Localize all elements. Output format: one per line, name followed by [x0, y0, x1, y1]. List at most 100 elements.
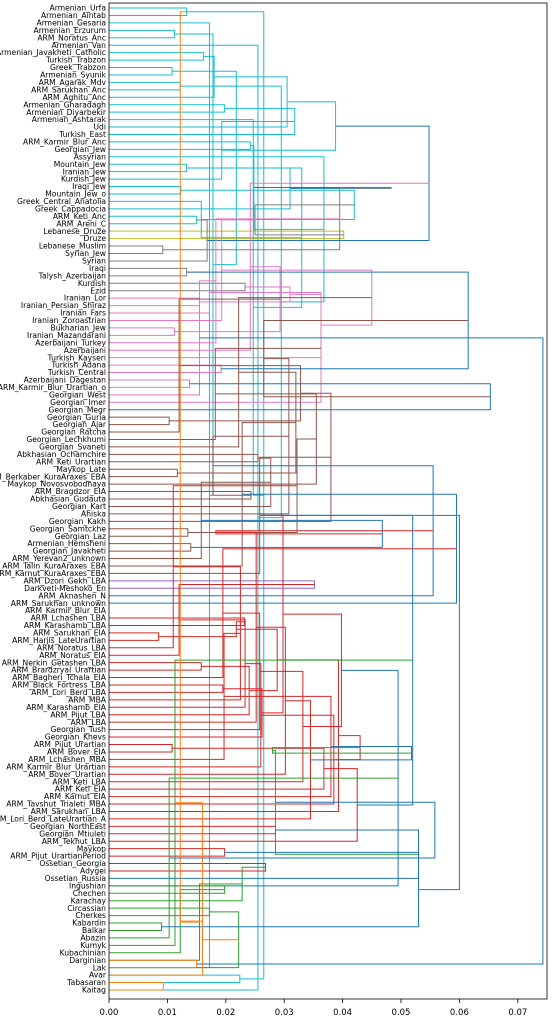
- leaf-label: ARM_Karashamb_EIA: [26, 703, 107, 712]
- dendrogram-link: [180, 920, 239, 941]
- leaf-label: Ossetian_Russia: [45, 874, 106, 883]
- leaf-label: Karachay: [71, 896, 107, 905]
- leaf-label: Ezid: [90, 286, 106, 295]
- leaf-labels: Armenian_UrfaArmenian_AintabArmenian_Ges…: [0, 4, 107, 995]
- dendrogram-link: [158, 621, 245, 638]
- leaf-label: Georgian_Guria: [47, 413, 106, 422]
- dendrogram-link: [169, 801, 436, 859]
- leaf-label: ARM_Bover_EIA: [47, 748, 107, 757]
- leaf-label: Ahiska: [81, 509, 106, 518]
- dendrogram-link: [109, 684, 224, 693]
- leaf-label: Cherkes: [75, 911, 106, 920]
- leaf-label: Lak: [93, 963, 107, 972]
- leaf-label: ARM_Karnut_KuraAraxes_EBA: [0, 569, 107, 578]
- leaf-label: ARM_Noratus_Anc: [37, 33, 106, 42]
- dendrogram-link: [109, 632, 160, 641]
- leaf-label: Georgian_Megr: [48, 405, 106, 414]
- leaf-label: ARM_Pijut_Urartian: [34, 740, 106, 749]
- leaf-label: Kaitag: [82, 986, 106, 995]
- leaf-label: Balkar: [82, 926, 107, 935]
- leaf-label: ARM_Sarukhan_Anc: [31, 85, 106, 94]
- leaf-label: Georgian_Javakheti: [33, 547, 106, 556]
- dendrogram-link: [109, 889, 225, 954]
- dendrogram-link: [109, 7, 188, 16]
- leaf-label: Turkish_East: [58, 130, 106, 139]
- leaf-label: ARM_Karashamb_LBA: [24, 621, 107, 630]
- leaf-label: ARM_LBA: [71, 718, 107, 727]
- dendrogram-link: [109, 282, 246, 292]
- dendrogram-link: [109, 119, 264, 496]
- leaf-label: Iranian_Lor: [64, 294, 107, 303]
- leaf-label: ARM_Aknashen_N: [38, 591, 106, 600]
- leaf-label: Ossetian_Georgia: [39, 859, 106, 868]
- leaf-label: Mountain_Jew: [54, 160, 106, 169]
- leaf-label: ARM_Black_Fortress_LBA: [12, 681, 107, 690]
- leaf-label: Ingushian: [69, 881, 106, 890]
- leaf-label: Darkveti-Meshoko_En: [24, 584, 106, 593]
- leaf-label: Azerbaijani_Turkey: [35, 338, 106, 347]
- leaf-label: Armenian_Gharadagh: [23, 100, 106, 109]
- leaf-label: ARM_Bragdzor_EIA: [35, 487, 107, 496]
- dendrogram-link: [109, 52, 205, 61]
- leaf-label: Kubachinian: [60, 948, 107, 957]
- dendrogram-link: [109, 186, 182, 195]
- dendrogram-link: [109, 922, 163, 931]
- leaf-label: Armenian_Erzurum: [34, 26, 107, 35]
- dendrogram-link: [109, 747, 325, 790]
- leaf-label: Maykop: [77, 844, 106, 853]
- leaf-label: Assyrian: [74, 152, 106, 161]
- leaf-label: Georgian_Samtckhe: [30, 524, 107, 533]
- leaf-label: Lebanese_Druze: [43, 227, 106, 236]
- leaf-label: Turkish_Adana: [51, 361, 107, 370]
- leaf-label: Armenian_Aintab: [41, 11, 106, 20]
- leaf-label: Kumyk: [80, 941, 106, 950]
- leaf-label: ARM_Lchashen_MBA: [28, 755, 107, 764]
- dendrogram-link: [109, 29, 175, 39]
- leaf-label: ARM_Noratus_EIA: [39, 651, 107, 660]
- dendrogram-link: [109, 531, 257, 723]
- leaf-label: ARM_Pijut_LBA: [50, 710, 106, 719]
- leaf-label: ARM_Sarukhan_LBA: [31, 807, 107, 816]
- leaf-label: Georgian_Ratcha: [41, 428, 106, 437]
- dendrogram-link: [259, 514, 460, 891]
- leaf-label: Azerbaijani: [64, 346, 106, 355]
- dendrogram-link: [109, 883, 243, 961]
- leaf-label: Georgian_Laz: [55, 532, 106, 541]
- x-tick-label: 0.06: [450, 1008, 469, 1018]
- leaf-label: Armenian_Gesaria: [37, 18, 107, 27]
- x-tick-label: 0.04: [333, 1008, 352, 1018]
- leaf-label: ARM_Karmir_Blur_EIA: [25, 606, 107, 615]
- leaf-label: Georgian_Ajar: [53, 420, 107, 429]
- dendrogram-link: [109, 55, 215, 98]
- leaf-label: Lebanese_Muslim: [39, 242, 106, 251]
- leaf-label: ARM_Berkaber_KuraAraxes_EBA: [0, 472, 107, 481]
- leaf-label: Iraqi_Jew: [72, 182, 106, 191]
- leaf-label: Abazin: [80, 934, 106, 943]
- dendrogram-link: [109, 215, 198, 225]
- dendrogram-link: [263, 319, 491, 398]
- dendrogram-link: [109, 219, 208, 262]
- leaf-label: ARM_Sarukhan_EIA: [33, 629, 107, 638]
- dendrogram-link: [109, 744, 173, 753]
- x-axis: 0.00 0.01 0.02 0.03 0.04 0.05 0.06 0.07: [100, 999, 527, 1018]
- leaf-label: Circassian: [67, 904, 106, 913]
- leaf-label: Darginian: [69, 956, 106, 965]
- leaf-label: ARM_Brardzryal_Urartian: [11, 666, 106, 675]
- leaf-label: ARM_Lori_Berd_LBA: [31, 688, 107, 697]
- leaf-label: ARM_MBA: [68, 695, 107, 704]
- leaf-label: Azerbaijani_Dagestan: [24, 376, 107, 385]
- dendrogram-link: [283, 613, 342, 728]
- leaf-label: Iranian_Persian_Shiraz: [21, 301, 106, 310]
- leaf-label: ARM_Agarak_Mdv: [39, 78, 107, 87]
- leaf-label: ARM_Lchashen_LBA: [31, 614, 107, 623]
- dendrogram-link: [109, 612, 261, 731]
- leaf-label: Georgian_Khevs: [45, 733, 106, 742]
- leaf-label: Syrian_Jew: [65, 249, 106, 258]
- dendrogram-link: [179, 11, 200, 923]
- leaf-label: ARM_Karnut_EIA: [44, 792, 107, 801]
- leaf-label: Udi: [94, 123, 107, 132]
- dendrogram-link: [109, 907, 210, 917]
- dendrogram-link: [109, 974, 241, 984]
- leaf-label: Georgian_Kakh: [49, 517, 106, 526]
- leaf-label: Iraqi: [89, 264, 106, 273]
